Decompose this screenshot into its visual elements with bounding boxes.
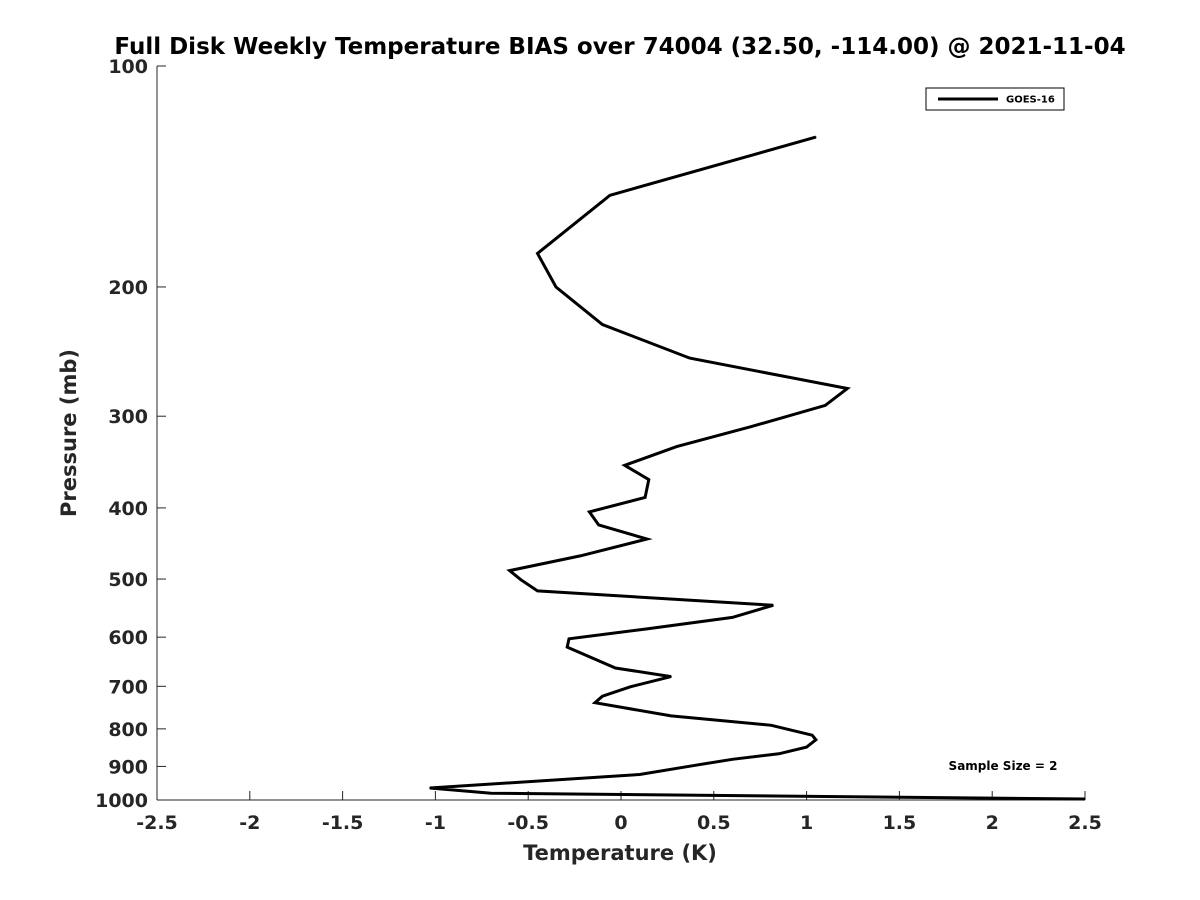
series-point bbox=[601, 695, 604, 697]
series-point bbox=[490, 792, 492, 794]
x-tick-label: 0.5 bbox=[697, 812, 731, 834]
series-point bbox=[815, 739, 817, 741]
x-axis-label: Temperature (K) bbox=[523, 841, 717, 865]
y-tick-label: 600 bbox=[108, 627, 148, 649]
series-point bbox=[731, 758, 734, 760]
x-tick-label: -2.5 bbox=[136, 812, 178, 834]
series-point bbox=[601, 323, 604, 326]
series-point bbox=[624, 464, 626, 466]
sample-size-annotation: Sample Size = 2 bbox=[949, 759, 1058, 773]
series-point bbox=[614, 667, 617, 669]
series-point bbox=[588, 511, 591, 513]
series-point bbox=[598, 524, 600, 526]
series-point bbox=[536, 590, 539, 592]
legend: GOES-16 bbox=[925, 87, 1065, 111]
x-tick-label: 1.5 bbox=[883, 812, 917, 834]
series-point bbox=[566, 646, 568, 648]
legend-label-goes-16: GOES-16 bbox=[1006, 95, 1055, 106]
series-layer bbox=[429, 135, 1086, 801]
y-tick-label: 1000 bbox=[95, 790, 148, 812]
x-tick-label: -1 bbox=[425, 812, 446, 834]
series-point bbox=[1084, 798, 1086, 800]
y-axis-ticks: 100 200 300 400 500 600 700 800 900 1000 bbox=[95, 56, 166, 812]
x-tick-label: 0 bbox=[614, 812, 627, 834]
x-tick-label: 2 bbox=[986, 812, 999, 834]
y-tick-label: 900 bbox=[108, 756, 148, 778]
series-point bbox=[609, 194, 611, 196]
series-point bbox=[644, 496, 646, 498]
series-point bbox=[594, 702, 596, 704]
series-point bbox=[639, 773, 641, 776]
series-point bbox=[644, 628, 646, 630]
y-tick-label: 100 bbox=[108, 56, 148, 78]
x-tick-label: -2 bbox=[239, 812, 260, 834]
series-point bbox=[579, 555, 581, 557]
series-point bbox=[509, 570, 511, 572]
series-point bbox=[520, 579, 522, 581]
series-point bbox=[694, 764, 696, 766]
y-axis-label: Pressure (mb) bbox=[57, 349, 81, 517]
series-point bbox=[824, 404, 826, 406]
series-point bbox=[670, 676, 672, 678]
series-point bbox=[648, 479, 650, 481]
chart-title: Full Disk Weekly Temperature BIAS over 7… bbox=[114, 34, 1125, 60]
series-point bbox=[731, 616, 734, 619]
x-axis-ticks: -2.5 -2 -1.5 -1 -0.5 0 0.5 1 1.5 2 2.5 bbox=[136, 791, 1102, 834]
y-tick-label: 500 bbox=[108, 569, 148, 591]
series-point bbox=[676, 446, 678, 448]
series-point bbox=[770, 724, 772, 726]
series-line-goes-16 bbox=[429, 135, 1086, 801]
x-tick-label: -1.5 bbox=[322, 812, 364, 834]
series-point bbox=[846, 387, 849, 390]
y-tick-label: 300 bbox=[108, 406, 148, 428]
series-point bbox=[555, 286, 557, 288]
y-tick-label: 800 bbox=[108, 719, 148, 741]
series-point bbox=[806, 746, 808, 748]
series-point bbox=[429, 787, 431, 789]
y-tick-label: 400 bbox=[108, 498, 148, 520]
x-tick-label: 1 bbox=[800, 812, 813, 834]
series-point bbox=[750, 426, 752, 428]
series-point bbox=[536, 252, 539, 254]
series-point bbox=[778, 753, 780, 755]
series-point bbox=[646, 538, 648, 540]
series-point bbox=[568, 638, 570, 640]
series-point bbox=[772, 604, 774, 606]
x-tick-label: 2.5 bbox=[1068, 812, 1102, 834]
series-point bbox=[815, 136, 817, 138]
series-point bbox=[811, 734, 813, 736]
series-point bbox=[629, 686, 631, 688]
y-tick-label: 700 bbox=[108, 676, 148, 698]
y-tick-label: 200 bbox=[108, 277, 148, 299]
x-tick-label: -0.5 bbox=[507, 812, 549, 834]
series-point bbox=[670, 715, 672, 717]
series-point bbox=[689, 357, 691, 359]
